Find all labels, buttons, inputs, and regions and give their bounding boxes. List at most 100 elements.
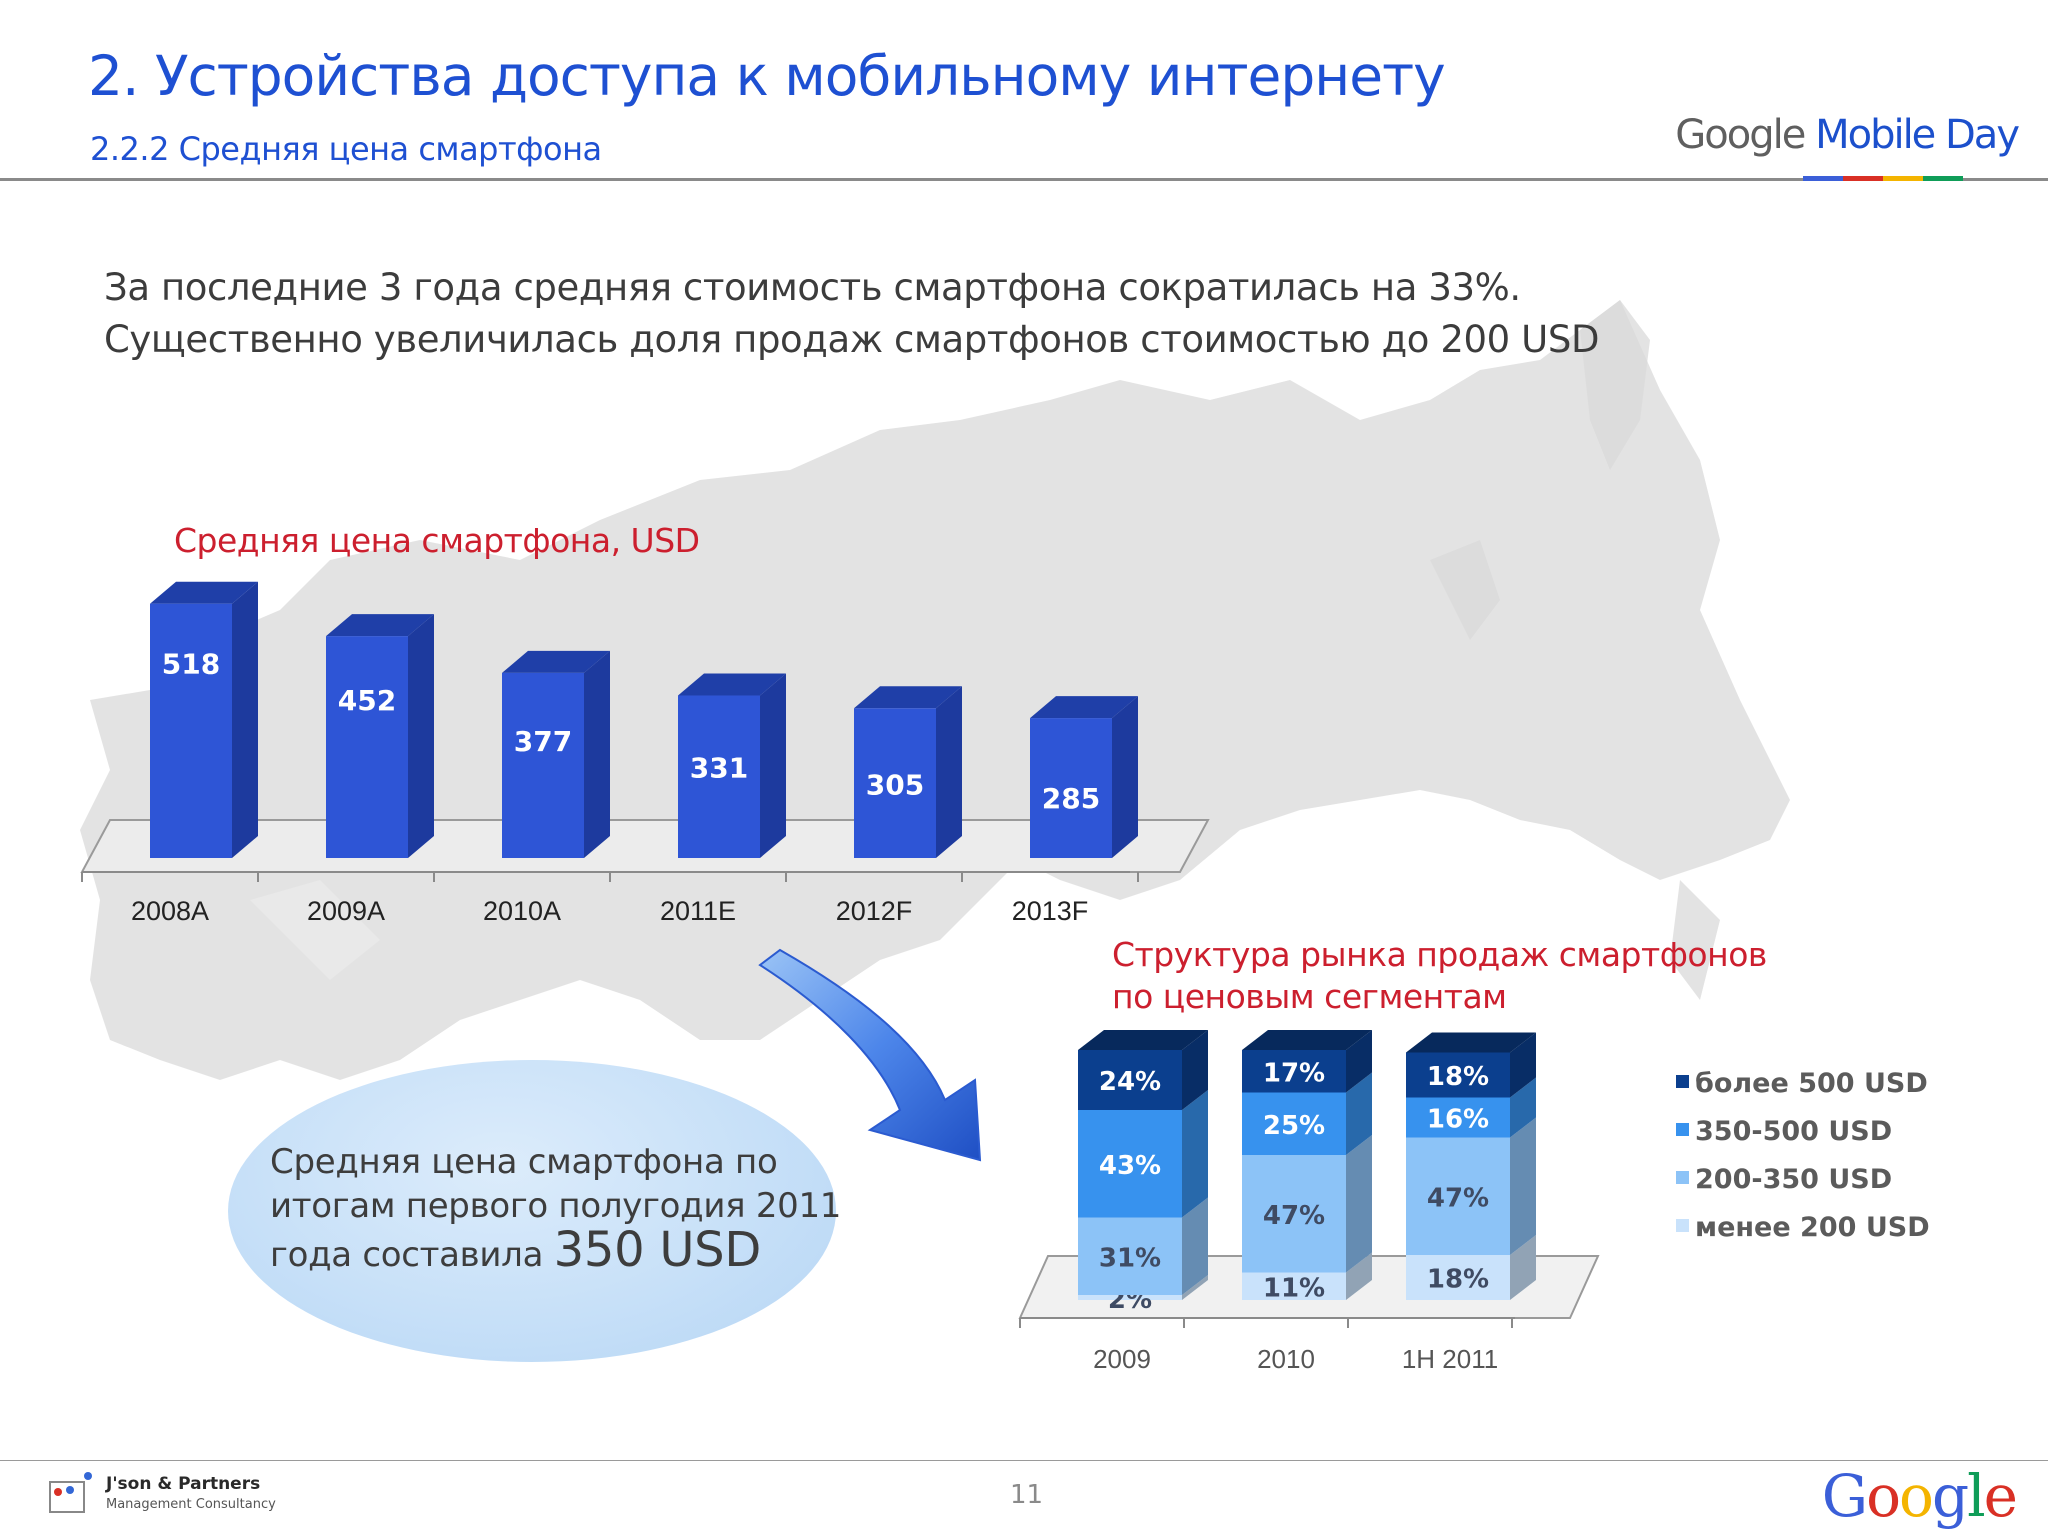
bar-value-label: 452 (338, 684, 396, 717)
google-logo-letter: o (1866, 1462, 1901, 1530)
stack-segment (1406, 1097, 1510, 1138)
partner-subtitle: Management Consultancy (106, 1497, 276, 1512)
bar (326, 636, 408, 858)
stack-value-label: 18% (1427, 1265, 1489, 1295)
callout-line-1: Средняя цена смартфона по (270, 1142, 778, 1182)
stack-value-label: 17% (1263, 1058, 1325, 1088)
bar-side (1112, 696, 1138, 858)
bar-value-label: 331 (690, 752, 748, 785)
price-chart-title: Средняя цена смартфона, USD (174, 521, 700, 560)
structure-legend: более 500 USD 350-500 USD 200-350 USD менее… (1676, 1068, 1976, 1248)
stack-segment (1078, 1050, 1182, 1110)
google-color-stripe (1803, 176, 1963, 181)
brand-mobile-day-text: Mobile Day (1815, 112, 2020, 158)
stack-segment (1242, 1272, 1346, 1300)
stack-segment (1242, 1155, 1346, 1273)
bar-value-label: 285 (1042, 782, 1100, 815)
stack-value-label: 31% (1099, 1243, 1161, 1273)
stack-segment (1406, 1137, 1510, 1255)
stack-top (1242, 1030, 1372, 1050)
page-subtitle: 2.2.2 Средняя цена смартфона (90, 130, 602, 168)
bar-top (678, 673, 786, 696)
legend-item: менее 200 USD (1676, 1212, 1930, 1243)
bar-side (408, 614, 434, 858)
lead-text: За последние 3 года средняя стоимость см… (104, 262, 1599, 366)
brand-google-text: Google (1675, 112, 1806, 158)
stack-side (1346, 1252, 1372, 1300)
stack-side (1346, 1135, 1372, 1273)
stack-value-label: 25% (1263, 1111, 1325, 1141)
bar-side (936, 686, 962, 858)
x-tick-label: 2012F (836, 896, 913, 926)
x-tick-label: 2009 (1093, 1344, 1151, 1374)
x-tick-label: 2008A (131, 896, 209, 926)
stack-side (1510, 1032, 1536, 1098)
stack-side (1510, 1235, 1536, 1300)
stack-side (1346, 1072, 1372, 1155)
bar-value-label: 377 (514, 725, 572, 758)
callout-line-3-prefix: года составила (270, 1235, 544, 1275)
bar-top (150, 581, 258, 604)
x-tick-label: 2011E (660, 896, 736, 926)
google-mobile-day-logo: Google Mobile Day (1675, 112, 2020, 158)
stack-side (1346, 1030, 1372, 1093)
stack-side (1510, 1117, 1536, 1255)
stack-top (1078, 1030, 1208, 1050)
bar (150, 603, 232, 858)
legend-label: 350-500 USD (1695, 1116, 1893, 1147)
stack-value-label: 47% (1427, 1183, 1489, 1213)
legend-swatch (1676, 1171, 1689, 1184)
callout-value: 350 USD (553, 1222, 762, 1278)
lead-line-1: За последние 3 года средняя стоимость см… (104, 266, 1521, 309)
stack-value-label: 24% (1099, 1067, 1161, 1097)
page-number: 11 (1010, 1480, 1044, 1510)
stack-value-label: 16% (1427, 1105, 1489, 1135)
legend-label: более 500 USD (1695, 1068, 1928, 1099)
bar-top (854, 686, 962, 709)
stack-value-label: 11% (1263, 1273, 1325, 1303)
partner-name: J'son & Partners (106, 1474, 261, 1494)
callout-line-2: итогам первого полугодия 2011 (270, 1186, 842, 1226)
x-tick-label: 2010A (483, 896, 561, 926)
structure-title-line-2: по ценовым сегментам (1112, 977, 1507, 1016)
bar-top (326, 614, 434, 637)
bar-side (584, 650, 610, 858)
stack-side (1182, 1030, 1208, 1110)
legend-swatch (1676, 1123, 1689, 1136)
footer-divider (0, 1460, 2048, 1461)
legend-item: 200-350 USD (1676, 1164, 1892, 1195)
legend-label: 200-350 USD (1695, 1164, 1893, 1195)
stack-segment (1242, 1050, 1346, 1093)
legend-item: более 500 USD (1676, 1068, 1928, 1099)
bar (502, 672, 584, 858)
bar-top (1030, 696, 1138, 719)
google-logo-letter: g (1931, 1462, 1969, 1530)
page-title: 2. Устройства доступа к мобильному интер… (88, 44, 1446, 108)
bar-value-label: 518 (162, 648, 220, 681)
x-tick-label: 1H 2011 (1402, 1344, 1498, 1374)
google-logo-letter: G (1821, 1462, 1868, 1530)
callout-line-3: года составила 350 USD (270, 1226, 841, 1277)
google-logo: Google (1821, 1462, 2018, 1530)
stack-segment (1078, 1217, 1182, 1295)
google-logo-letter: l (1967, 1462, 1986, 1530)
header-divider (0, 178, 2048, 181)
x-tick-label: 2013F (1012, 896, 1089, 926)
bar (854, 708, 936, 858)
stack-value-label: 43% (1099, 1151, 1161, 1181)
stack-segment (1242, 1092, 1346, 1155)
google-logo-letter: e (1983, 1462, 2018, 1530)
stack-value-label: 47% (1263, 1201, 1325, 1231)
legend-label: менее 200 USD (1695, 1212, 1930, 1243)
callout-text: Средняя цена смартфона по итогам первого… (270, 1140, 841, 1277)
x-tick-label: 2009A (307, 896, 385, 926)
lead-line-2: Существенно увеличилась доля продаж смар… (104, 318, 1600, 361)
bar-top (502, 650, 610, 673)
stack-side (1182, 1197, 1208, 1295)
x-tick-label: 2010 (1257, 1344, 1315, 1374)
bar (678, 695, 760, 858)
